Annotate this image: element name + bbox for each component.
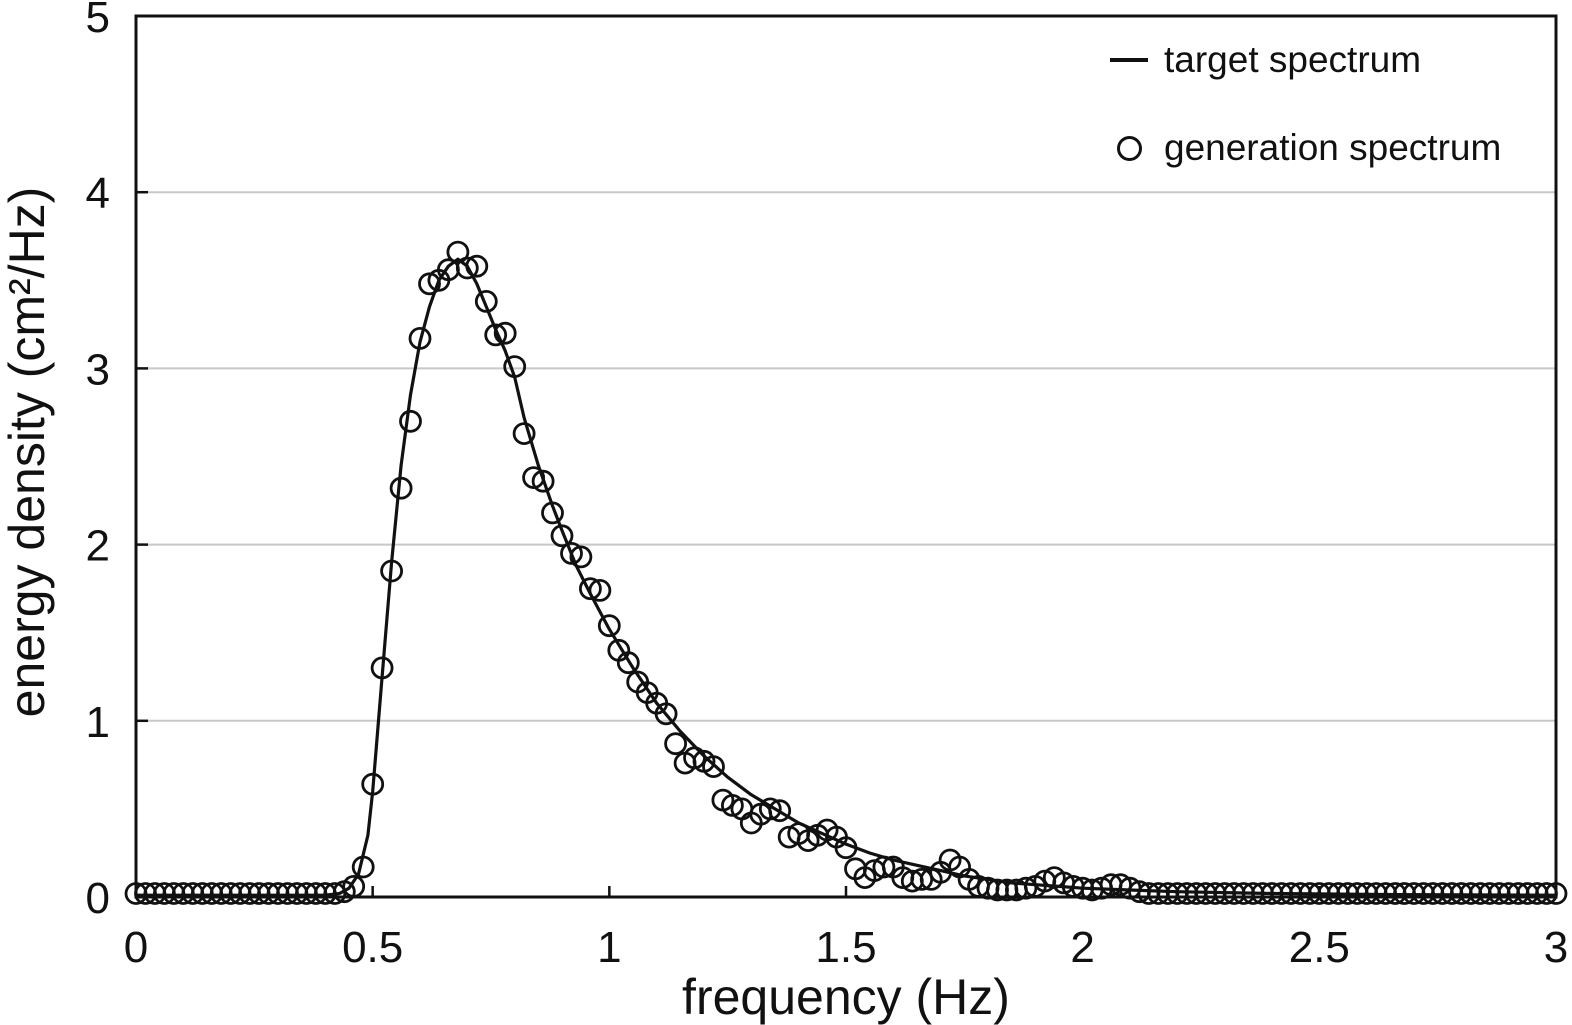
generation-spectrum-point [474, 289, 498, 313]
generation-spectrum-point [579, 577, 602, 601]
x-tick-label: 0 [124, 923, 148, 972]
generation-spectrum-point [1109, 873, 1132, 897]
y-axis-title: energy density (cm²/Hz) [0, 186, 55, 718]
x-tick-label: 1.5 [815, 923, 876, 972]
legend-label-target-spectrum: target spectrum [1164, 39, 1422, 80]
generation-spectrum-point [465, 254, 489, 278]
legend-item-target-spectrum: target spectrum [1100, 36, 1501, 84]
generation-spectrum-point [531, 469, 555, 493]
generation-spectrum-point [616, 651, 640, 675]
x-tick-label: 0.5 [342, 923, 403, 972]
generation-spectrum-point [834, 836, 858, 860]
x-axis-title: frequency (Hz) [682, 969, 1010, 1025]
line-marker-icon [1110, 58, 1148, 62]
generation-spectrum-point [758, 797, 782, 821]
generation-spectrum-point [721, 794, 744, 817]
x-tick-label: 2 [1070, 923, 1094, 972]
generation-spectrum-point [418, 272, 441, 296]
generation-spectrum-point [493, 321, 517, 345]
y-tick-label: 2 [86, 522, 110, 571]
generation-spectrum-point [484, 323, 508, 347]
generation-spectrum-point [455, 256, 479, 280]
legend-marker [1100, 58, 1158, 62]
y-tick-label: 5 [86, 0, 110, 42]
legend-item-generation-spectrum: generation spectrum [1100, 124, 1501, 172]
generation-spectrum-point [550, 524, 574, 548]
generation-spectrum-point [361, 772, 385, 796]
x-tick-label: 3 [1544, 923, 1568, 972]
generation-spectrum-point [910, 868, 934, 891]
y-tick-label: 1 [86, 698, 110, 747]
generation-spectrum-point [522, 466, 545, 490]
generation-spectrum-point [1535, 882, 1558, 905]
legend: target spectrum generation spectrum [1100, 36, 1501, 212]
x-tick-label: 2.5 [1289, 923, 1350, 972]
generation-spectrum-point [588, 579, 612, 602]
generation-spectrum-point [380, 559, 404, 583]
generation-spectrum-point [872, 855, 896, 879]
target-spectrum-line [136, 257, 1557, 897]
generation-spectrum-point [560, 542, 583, 565]
generation-spectrum-point [512, 422, 536, 446]
circle-marker-icon [1116, 135, 1142, 161]
generation-spectrum-point [503, 355, 527, 379]
generation-spectrum-point [541, 501, 564, 525]
x-tick-label: 1 [597, 923, 621, 972]
generation-spectrum-point [370, 656, 394, 680]
generation-spectrum-point [569, 545, 593, 569]
generation-spectrum-point [664, 732, 687, 756]
legend-label-generation-spectrum: generation spectrum [1164, 127, 1502, 168]
generation-spectrum-point [408, 326, 432, 350]
generation-spectrum-point [351, 855, 375, 879]
generation-spectrum-point [768, 799, 792, 823]
legend-marker [1100, 135, 1158, 161]
generation-spectrum-point [654, 702, 678, 726]
y-tick-label: 4 [86, 169, 110, 218]
y-tick-label: 3 [86, 345, 110, 394]
generation-spectrum-point [1544, 882, 1568, 905]
generation-spectrum-point [389, 476, 413, 500]
generation-spectrum-point [702, 755, 725, 778]
generation-spectrum-point [342, 875, 366, 898]
y-tick-label: 0 [86, 874, 110, 923]
generation-spectrum-point [597, 614, 621, 638]
generation-spectrum-point [683, 746, 706, 770]
generation-spectrum-point [399, 409, 422, 433]
